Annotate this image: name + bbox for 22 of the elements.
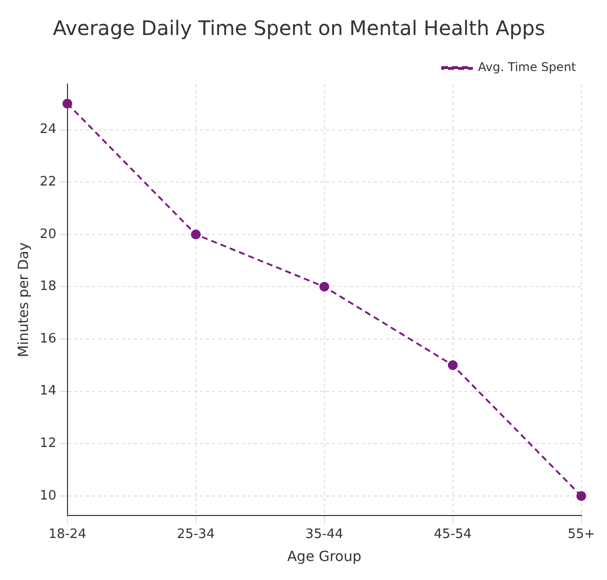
x-tick-label: 35-44 <box>305 526 344 542</box>
y-tick-label: 14 <box>40 384 56 399</box>
x-tick-label: 25-34 <box>176 526 215 542</box>
y-tick-label: 16 <box>40 331 56 346</box>
legend-label: Avg. Time Spent <box>478 60 576 74</box>
x-tick-label: 18-24 <box>48 526 86 542</box>
y-tick-label: 10 <box>40 488 56 504</box>
x-axis-title: Age Group <box>287 549 362 566</box>
point <box>319 282 330 292</box>
y-axis-title: Minutes per Day <box>16 242 32 358</box>
y-tick-label: 24 <box>40 122 56 138</box>
x-tick-label: 45-54 <box>434 526 472 542</box>
point <box>448 360 458 370</box>
point <box>576 491 586 501</box>
x-tick-label: 55+ <box>568 526 595 542</box>
y-tick-label: 22 <box>40 174 56 190</box>
chart-title: Average Daily Time Spent on Mental Health Apps <box>52 16 546 40</box>
point <box>190 230 201 240</box>
y-tick-label: 20 <box>40 226 56 242</box>
y-tick-label: 18 <box>40 279 56 294</box>
point <box>62 98 72 109</box>
y-tick-label: 12 <box>40 436 56 452</box>
